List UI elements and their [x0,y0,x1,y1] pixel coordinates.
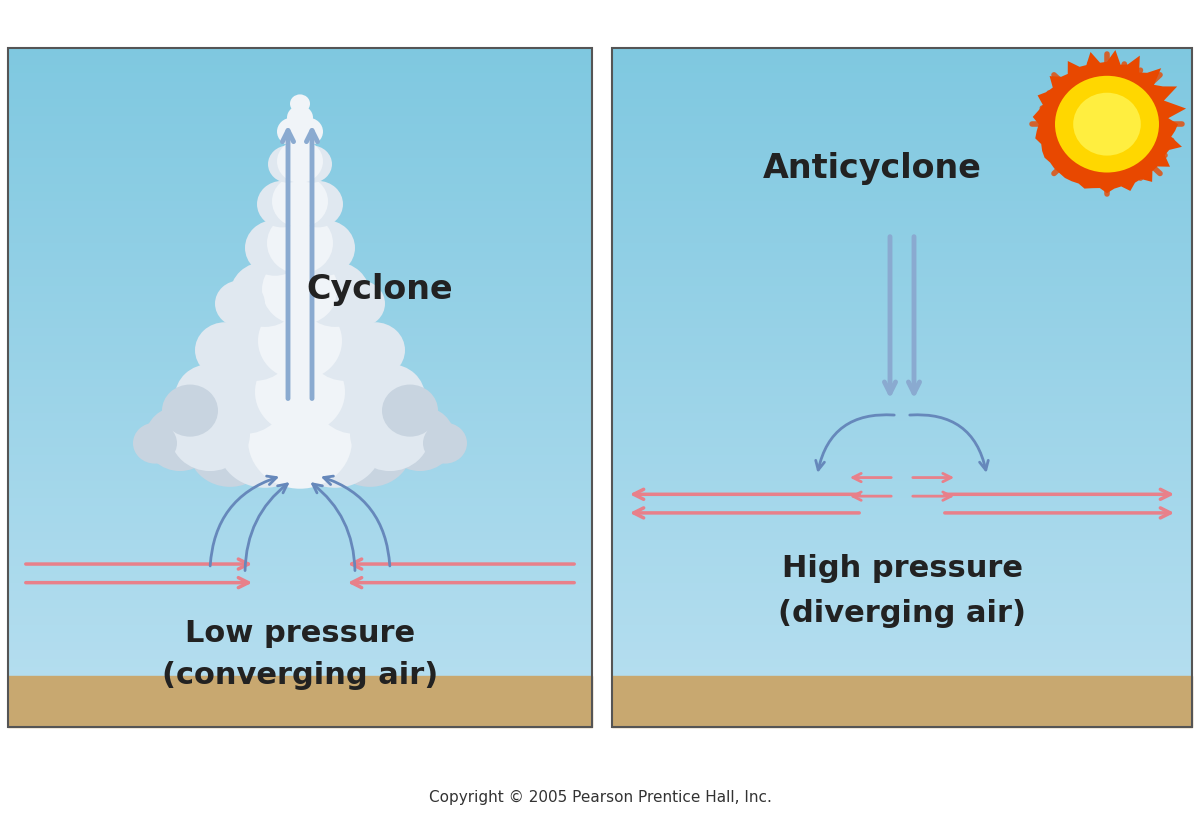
Circle shape [277,140,323,183]
Circle shape [162,384,218,436]
Circle shape [188,409,272,487]
Text: Low pressure: Low pressure [185,619,415,648]
Circle shape [293,118,323,146]
Circle shape [170,396,250,471]
Circle shape [328,409,412,487]
Circle shape [194,322,256,378]
Circle shape [295,220,355,276]
Polygon shape [1033,50,1186,193]
Text: (diverging air): (diverging air) [778,599,1026,628]
Circle shape [230,262,300,327]
Circle shape [268,146,308,183]
Circle shape [293,181,343,227]
Circle shape [292,146,332,183]
Circle shape [307,310,383,381]
Circle shape [300,262,370,327]
Text: Copyright © 2005 Pearson Prentice Hall, Inc.: Copyright © 2005 Pearson Prentice Hall, … [428,790,772,805]
Circle shape [287,106,313,129]
Circle shape [335,280,385,327]
Circle shape [257,181,307,227]
Text: High pressure: High pressure [781,554,1022,583]
Circle shape [382,384,438,436]
Circle shape [1073,93,1141,155]
Circle shape [350,396,430,471]
Circle shape [205,360,286,434]
Circle shape [314,360,395,434]
Circle shape [258,302,342,380]
Circle shape [248,392,352,488]
Circle shape [385,406,455,471]
Circle shape [277,118,307,146]
Circle shape [217,399,313,488]
Bar [612,48,1192,727]
Circle shape [133,422,178,464]
Circle shape [346,322,406,378]
Text: Cyclone: Cyclone [307,274,454,306]
Circle shape [290,94,310,113]
Circle shape [287,399,383,488]
Circle shape [262,254,338,325]
Bar [8,48,592,727]
Circle shape [272,175,328,227]
Circle shape [256,350,346,434]
Circle shape [175,364,245,429]
Circle shape [1055,76,1159,173]
Circle shape [215,280,265,327]
Circle shape [145,406,215,471]
Circle shape [217,310,293,381]
Text: (converging air): (converging air) [162,661,438,690]
Circle shape [424,422,467,464]
Circle shape [245,220,305,276]
Text: Anticyclone: Anticyclone [762,152,982,186]
Circle shape [266,212,334,274]
Circle shape [355,364,425,429]
